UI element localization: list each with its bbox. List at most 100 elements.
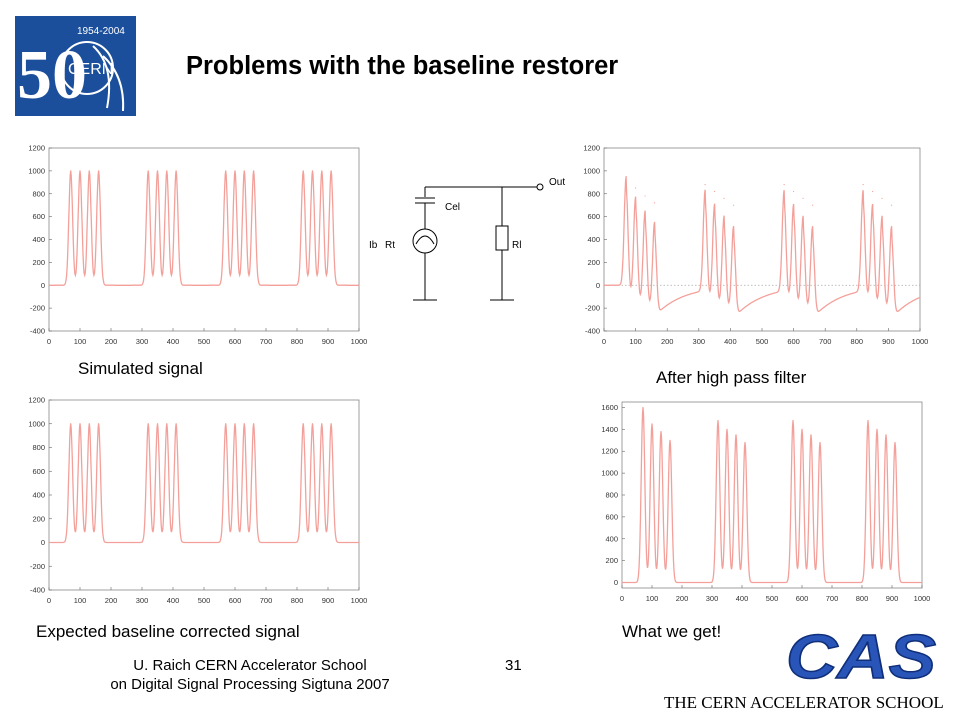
logo-fifty: 50 (17, 37, 87, 114)
pulse-peak (653, 202, 656, 204)
signal-trace (622, 407, 922, 584)
x-tick-label: 1000 (351, 337, 368, 346)
pulse-peak (166, 170, 168, 172)
y-tick-label: -200 (30, 562, 45, 571)
x-tick-label: 300 (136, 337, 149, 346)
pulse-peak (735, 434, 737, 436)
y-tick-label: 800 (605, 491, 618, 500)
y-tick-label: 200 (605, 556, 618, 565)
pulse-peak (890, 204, 893, 206)
pulse-peak (243, 170, 245, 172)
pulse-peak (669, 439, 671, 441)
y-tick-label: 600 (587, 212, 600, 221)
pulse-peak (793, 190, 795, 193)
pulse-peak (802, 197, 804, 199)
slide-title: Problems with the baseline restorer (186, 52, 619, 80)
x-tick-label: 500 (756, 337, 769, 346)
pulse-peak (651, 423, 653, 425)
y-tick-label: 800 (32, 189, 45, 198)
x-tick-label: 100 (646, 594, 659, 603)
y-tick-label: 400 (32, 235, 45, 244)
y-tick-label: 1600 (601, 403, 618, 412)
y-tick-label: -200 (585, 304, 600, 313)
x-tick-label: 100 (74, 596, 87, 605)
pulse-peak (234, 170, 236, 172)
pulse-peak (862, 184, 864, 186)
x-tick-label: 700 (819, 337, 832, 346)
y-tick-label: 600 (32, 212, 45, 221)
y-tick-label: -400 (30, 586, 45, 595)
y-tick-label: 1200 (28, 396, 45, 405)
pulse-peak (253, 170, 255, 172)
plot-simulated-signal: 0 100 200 300 400 500 600 700 800 900 1000 -400 -200… (28, 144, 368, 347)
x-tick-label: 100 (74, 337, 87, 346)
caption-simulated-signal: Simulated signal (78, 359, 203, 378)
signal-trace (49, 423, 359, 544)
x-tick-label: 0 (620, 594, 624, 603)
pulse-peak (867, 420, 869, 422)
x-tick-label: 600 (229, 596, 242, 605)
slide-number: 31 (505, 657, 522, 674)
pulse-peak (783, 184, 785, 186)
y-tick-label: 200 (32, 258, 45, 267)
footer-author: U. Raich CERN Accelerator School on Digi… (70, 656, 430, 694)
signal-trace (49, 170, 359, 286)
x-tick-label: 1000 (351, 596, 368, 605)
pulse-peak (801, 428, 803, 430)
y-tick-label: 1000 (28, 166, 45, 175)
y-tick-label: 1000 (583, 166, 600, 175)
pulse-peak (321, 423, 323, 425)
x-tick-label: 300 (136, 596, 149, 605)
plot-frame (603, 147, 921, 332)
pulse-peak (98, 170, 100, 172)
x-tick-label: 1000 (912, 337, 929, 346)
y-tick-label: 400 (587, 235, 600, 244)
logo-years: 1954-2004 (77, 26, 125, 37)
y-tick-label: 0 (614, 578, 618, 587)
y-tick-label: 400 (32, 491, 45, 500)
x-tick-label: 200 (676, 594, 689, 603)
x-tick-label: 800 (856, 594, 869, 603)
pulse-peak (321, 170, 323, 172)
pulse-peak (330, 423, 332, 425)
signal-trace (604, 176, 921, 313)
x-tick-label: 800 (291, 596, 304, 605)
y-tick-label: 800 (32, 443, 45, 452)
pulse-peak (625, 175, 627, 178)
pulse-peak (79, 423, 81, 425)
caption-expected-baseline: Expected baseline corrected signal (36, 622, 300, 641)
cas-school-name: THE CERN ACCELERATOR SCHOOL (664, 693, 944, 712)
pulse-peak (147, 423, 149, 425)
logo-cern: CERN (68, 61, 113, 78)
pulse-peak (156, 423, 159, 425)
x-tick-label: 200 (105, 596, 118, 605)
pulse-peak (744, 441, 746, 444)
pulse-peak (872, 190, 874, 193)
cas-acronym: CAS (786, 623, 936, 684)
pulse-peak (302, 170, 304, 172)
pulse-peak (88, 423, 90, 425)
x-tick-label: 700 (260, 596, 273, 605)
pulse-peak (302, 423, 304, 425)
plot-what-we-get: 0 100 200 300 400 500 600 700 800 900 1000 0 200 400 6… (601, 401, 931, 603)
x-tick-label: 900 (322, 337, 335, 346)
y-tick-label: 1000 (28, 419, 45, 428)
x-tick-label: 400 (736, 594, 749, 603)
pulse-peak (723, 197, 725, 199)
x-tick-label: 600 (787, 337, 800, 346)
x-tick-label: 400 (724, 337, 737, 346)
x-tick-label: 500 (766, 594, 779, 603)
plot-after-high-pass-filter: 0 100 200 300 400 500 600 700 800 900 1000 -400 -200… (583, 144, 929, 347)
x-tick-label: 400 (167, 337, 180, 346)
y-tick-label: 600 (605, 512, 618, 521)
cern-50-logo: 1954-2004 50 CERN (15, 16, 136, 116)
pulse-peak (876, 428, 878, 430)
pulse-peak (704, 184, 706, 186)
x-tick-label: 1000 (914, 594, 931, 603)
x-tick-label: 800 (851, 337, 864, 346)
pulse-peak (635, 187, 637, 189)
pulse-peak (79, 170, 81, 172)
pulse-peak (175, 423, 177, 425)
x-tick-label: 900 (322, 596, 335, 605)
x-tick-label: 0 (602, 337, 606, 346)
